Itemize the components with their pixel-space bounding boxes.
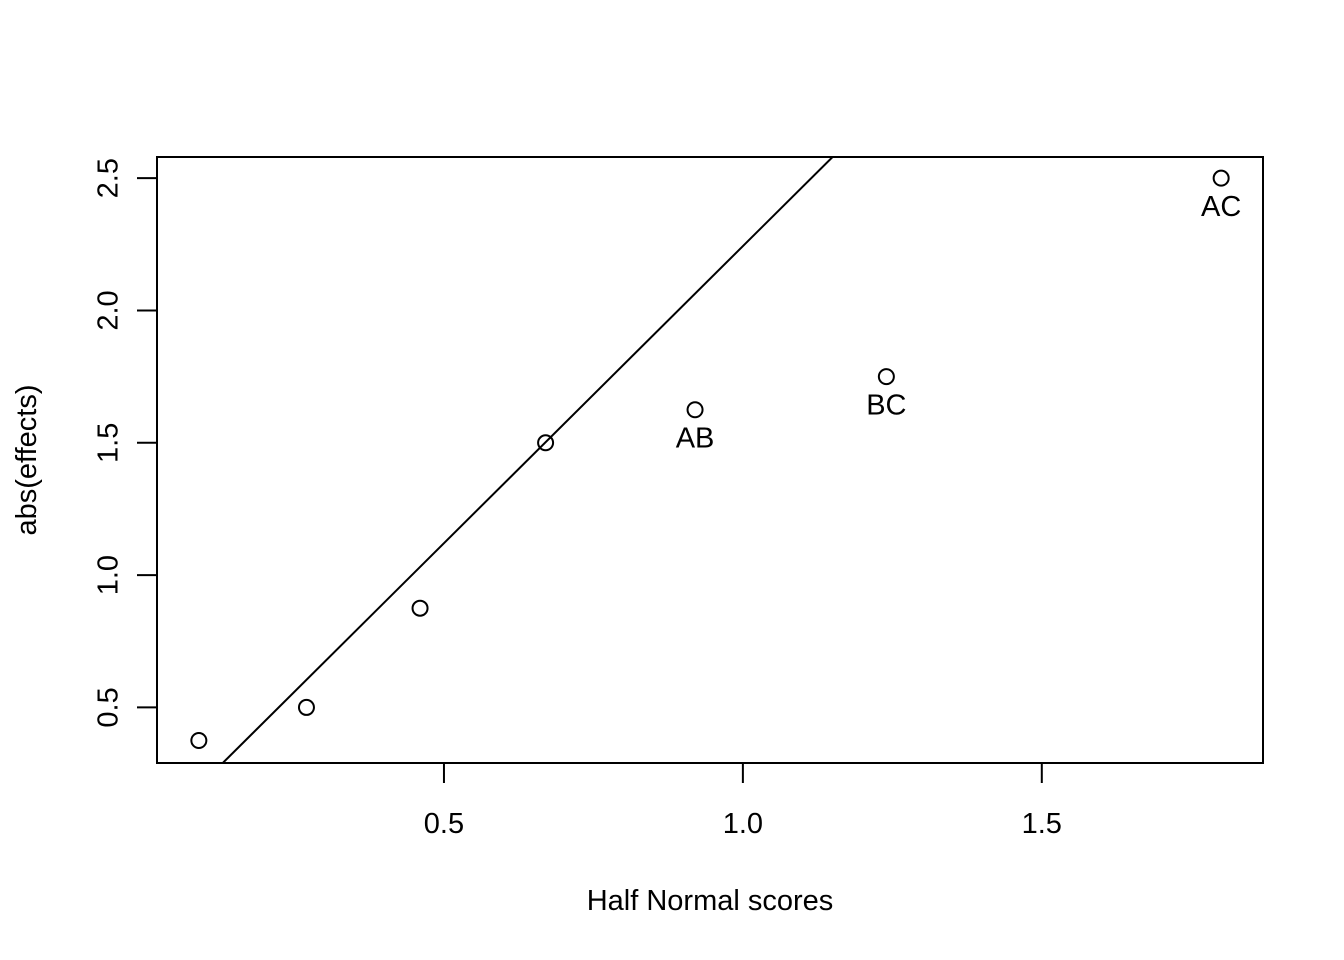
x-tick-label: 1.0 bbox=[723, 808, 763, 840]
y-tick-label: 1.5 bbox=[93, 423, 125, 463]
y-tick-label: 2.5 bbox=[93, 158, 125, 198]
y-axis: 0.5 1.0 1.5 2.0 2.5 bbox=[93, 158, 158, 728]
data-point bbox=[686, 401, 704, 419]
y-tick-label: 1.0 bbox=[93, 555, 125, 595]
data-point bbox=[1212, 169, 1230, 187]
reference-line-layer bbox=[222, 157, 834, 763]
plot-frame bbox=[156, 156, 1264, 764]
x-axis: 0.5 1.0 1.5 bbox=[424, 762, 1062, 840]
y-tick-label: 0.5 bbox=[93, 687, 125, 727]
points-layer: AB BC AC bbox=[190, 169, 1241, 750]
x-tick-label: 0.5 bbox=[424, 808, 464, 840]
data-point bbox=[190, 732, 208, 750]
y-axis-label: abs(effects) bbox=[11, 385, 43, 536]
point-label: AB bbox=[676, 423, 715, 455]
x-tick-label: 1.5 bbox=[1022, 808, 1062, 840]
data-point bbox=[411, 599, 429, 617]
y-tick-label: 2.0 bbox=[93, 290, 125, 330]
data-point bbox=[537, 434, 555, 452]
x-axis-label: Half Normal scores bbox=[587, 885, 834, 917]
point-label: BC bbox=[866, 390, 906, 422]
point-label: AC bbox=[1201, 191, 1241, 223]
data-point bbox=[297, 698, 315, 716]
reference-line bbox=[222, 157, 834, 763]
data-point bbox=[877, 368, 895, 386]
